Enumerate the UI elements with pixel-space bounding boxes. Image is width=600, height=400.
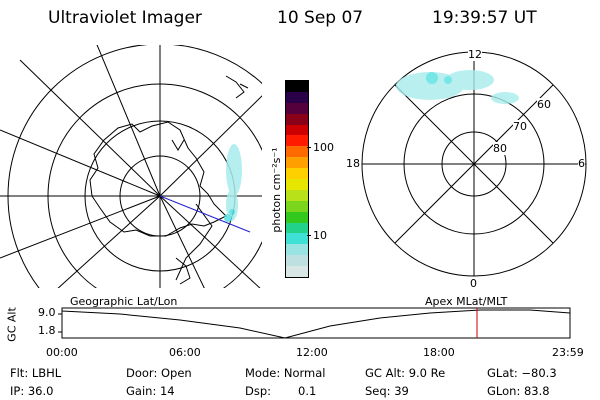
alt-xtick-1800: 18:00 xyxy=(423,346,455,359)
colorbar xyxy=(285,80,309,278)
date-label: 10 Sep 07 xyxy=(277,8,364,28)
apex-ring xyxy=(361,51,587,277)
glat-label: GLat: −80.3 xyxy=(487,366,557,380)
aurora-oval xyxy=(396,72,464,100)
satellite-track-line xyxy=(159,195,251,233)
ip-label: IP: 36.0 xyxy=(10,384,54,398)
colorbar-segment xyxy=(286,102,308,114)
colorbar-segment xyxy=(286,222,308,234)
colorbar-tick-mark xyxy=(307,147,311,148)
aurora-oval xyxy=(446,70,494,90)
lon-line xyxy=(57,195,161,288)
colorbar-segment xyxy=(286,91,308,103)
mlt-label-0: 0 xyxy=(470,277,477,290)
dsp-value: 0.1 xyxy=(298,384,317,398)
coast-fragment xyxy=(175,257,191,285)
apex-axis xyxy=(394,84,554,244)
lon-line xyxy=(159,95,262,197)
lat-circle xyxy=(119,155,201,237)
coast-fragment xyxy=(225,75,245,99)
gain-label: Gain: 14 xyxy=(126,384,175,398)
seq-label: Seq: 39 xyxy=(365,384,409,398)
colorbar-segment xyxy=(286,255,308,267)
alt-xtick-2359: 23:59 xyxy=(552,346,584,359)
alt-ytick-1-8: 1.8 xyxy=(38,324,56,337)
aurora-patch xyxy=(226,144,242,196)
colorbar-segment xyxy=(286,146,308,158)
colorbar-segment xyxy=(286,244,308,256)
colorbar-segment xyxy=(286,80,308,92)
mlt-label-6: 6 xyxy=(578,157,585,170)
colorbar-segment xyxy=(286,168,308,179)
colorbar-segment xyxy=(286,233,308,245)
lon-line xyxy=(159,195,205,288)
glon-label: GLon: 83.8 xyxy=(487,384,550,398)
colorbar-segment xyxy=(286,157,308,169)
gc-alt-axis-title: GC Alt xyxy=(5,307,19,342)
lat-circle xyxy=(84,120,236,272)
mlat-label-60: 60 xyxy=(537,98,551,111)
colorbar-segment xyxy=(286,266,308,277)
instrument-title: Ultraviolet Imager xyxy=(48,8,202,28)
mlt-label-12: 12 xyxy=(468,48,482,61)
time-label: 19:39:57 UT xyxy=(432,8,537,28)
coast-fragment xyxy=(239,83,249,89)
filter-label: Flt: LBHL xyxy=(10,366,62,380)
alt-xtick-0600: 06:00 xyxy=(169,346,201,359)
colorbar-segment xyxy=(286,124,308,136)
apex-axis xyxy=(394,84,554,244)
colorbar-segment xyxy=(286,189,308,201)
apex-label: Apex MLat/MLT xyxy=(425,295,508,308)
mlat-label-70: 70 xyxy=(513,120,527,133)
colorbar-segment xyxy=(286,178,308,190)
colorbar-segment xyxy=(286,211,308,223)
alt-xtick-0000: 00:00 xyxy=(46,346,78,359)
colorbar-tick-10: 10 xyxy=(313,229,327,242)
geographic-label: Geographic Lat/Lon xyxy=(70,295,178,308)
lon-line xyxy=(159,195,261,288)
aurora-oval xyxy=(444,76,452,84)
colorbar-tick-100: 100 xyxy=(313,141,334,154)
lon-line xyxy=(19,59,161,197)
lat-circle xyxy=(47,83,262,288)
colorbar-unit-label: photon cm⁻²s⁻¹ xyxy=(270,147,283,233)
lon-line xyxy=(0,129,161,197)
colorbar-segment xyxy=(286,200,308,212)
aurora-patch xyxy=(229,209,235,215)
door-label: Door: Open xyxy=(126,366,192,380)
aurora-patch xyxy=(224,214,232,222)
dsp-label: Dsp: xyxy=(245,384,272,398)
coast-fragment xyxy=(171,139,185,151)
mlat-label-80: 80 xyxy=(493,142,507,155)
lon-line xyxy=(96,45,161,197)
aurora-oval xyxy=(426,72,438,84)
colorbar-segment xyxy=(286,135,308,147)
alt-xtick-1200: 12:00 xyxy=(296,346,328,359)
lon-line xyxy=(0,195,161,259)
aurora-oval xyxy=(491,92,519,104)
altitude-plot-frame xyxy=(61,307,571,339)
peninsula-coastline xyxy=(175,203,213,281)
altitude-curve xyxy=(61,309,571,339)
aurora-patch xyxy=(226,189,238,221)
gc-alt-label: GC Alt: 9.0 Re xyxy=(365,366,446,380)
apex-ring xyxy=(403,93,545,235)
mlt-label-18: 18 xyxy=(346,157,360,170)
colorbar-segment xyxy=(286,113,308,125)
colorbar-tick-mark xyxy=(307,235,311,236)
antarctica-coastline xyxy=(89,121,227,237)
mode-label: Mode: Normal xyxy=(245,366,326,380)
alt-ytick-9: 9.0 xyxy=(38,306,56,319)
